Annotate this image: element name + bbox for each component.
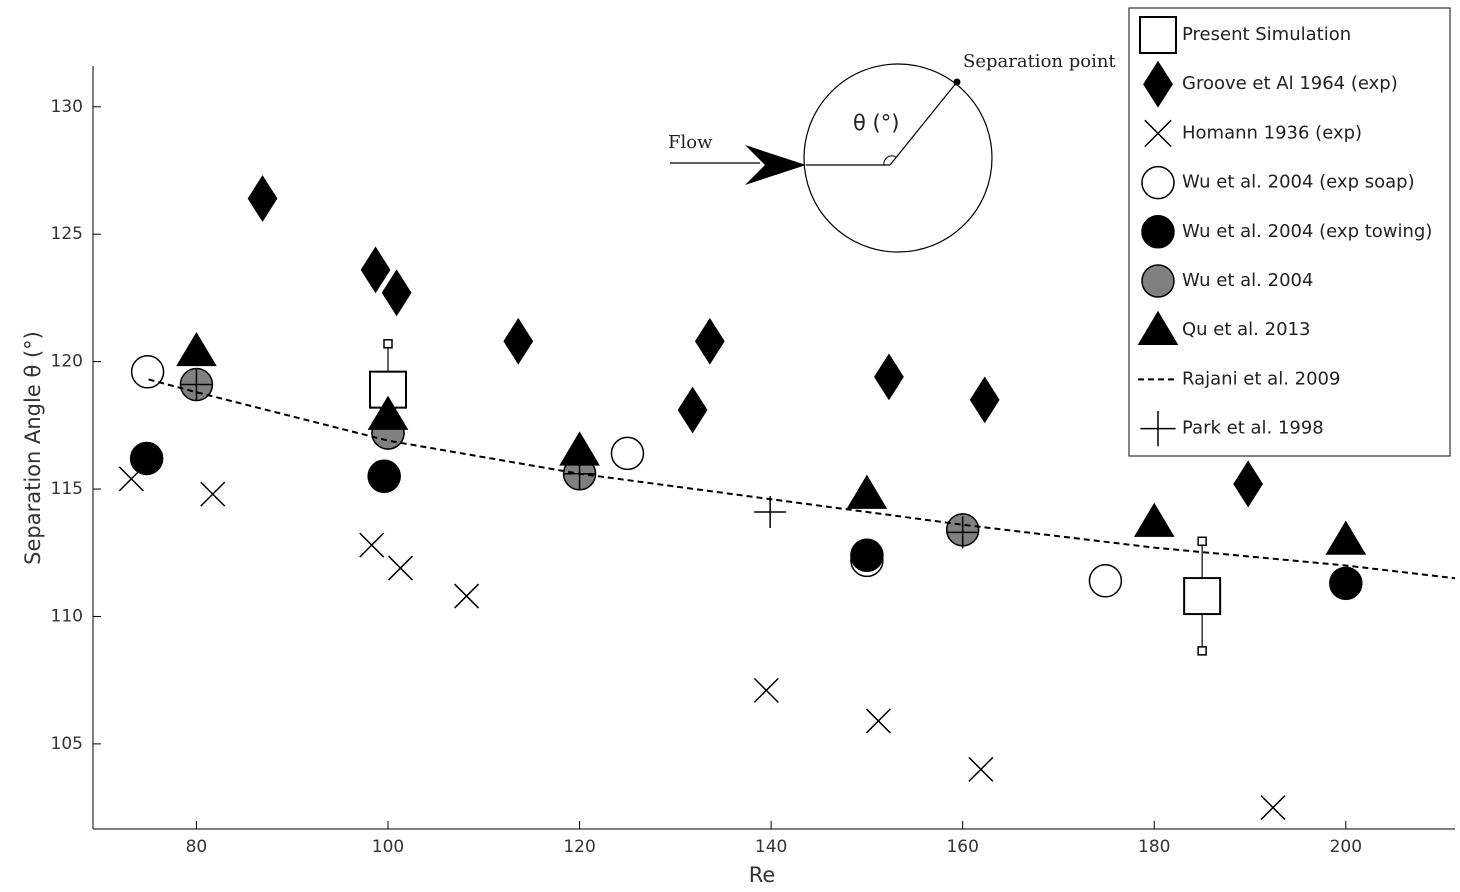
y-tick-label: 115: [51, 479, 83, 499]
marker-diamond: [247, 175, 278, 222]
marker-circle: [1088, 564, 1123, 598]
y-tick-label: 120: [51, 352, 83, 372]
marker-diamond: [1233, 460, 1263, 508]
marker-circle: [610, 436, 645, 471]
marker-diamond: [969, 376, 1000, 424]
marker-circle: [129, 441, 164, 476]
marker-square: [1183, 577, 1222, 616]
marker-x: [359, 532, 385, 558]
marker-plus: [563, 457, 596, 490]
marker-circle: [130, 355, 165, 389]
x-axis-label: Re: [749, 863, 776, 887]
legend-marker: [1141, 264, 1175, 298]
x-tick-label: 120: [563, 837, 595, 857]
marker-diamond: [677, 386, 708, 434]
legend-marker: [1144, 119, 1172, 148]
marker-triangle: [367, 395, 409, 430]
marker-plus: [946, 516, 979, 549]
marker-plus: [180, 368, 213, 401]
y-axis-label: Separation Angle θ (°): [21, 331, 45, 565]
error-cap: [1197, 536, 1207, 547]
legend-label: Present Simulation: [1182, 24, 1351, 45]
x-tick-label: 200: [1330, 837, 1362, 857]
annotation: Flow: [668, 132, 713, 153]
separation-dot: [953, 78, 961, 86]
marker-circle: [1329, 566, 1363, 601]
marker-x: [753, 677, 779, 703]
marker-triangle: [176, 331, 217, 367]
cylinder: [803, 63, 993, 253]
x-tick-label: 80: [186, 837, 208, 857]
marker-triangle: [1325, 520, 1367, 555]
marker-plus: [754, 495, 787, 528]
legend-label: Rajani et al. 2009: [1182, 368, 1340, 389]
marker-triangle: [1133, 502, 1175, 537]
marker-x: [454, 583, 480, 609]
x-tick-label: 180: [1138, 837, 1170, 857]
y-tick-label: 105: [51, 734, 83, 754]
legend-box: [1128, 7, 1451, 457]
radius: [889, 81, 958, 166]
marker-diamond: [874, 353, 904, 401]
marker-diamond: [381, 269, 412, 317]
y-tick-label: 130: [51, 97, 83, 117]
y-tick-label: 110: [51, 606, 83, 626]
annotation: θ (°): [853, 111, 899, 135]
marker-x: [1260, 795, 1286, 821]
x-tick-label: 160: [946, 837, 978, 857]
x-tick-label: 140: [755, 837, 787, 857]
legend: Present Simulation Groove et Al 1964 (exp…: [1128, 7, 1451, 457]
marker-circle: [850, 538, 884, 573]
y-tick-label: 125: [51, 224, 83, 244]
marker-x: [200, 481, 226, 507]
legend-marker: [1141, 165, 1175, 200]
marker-triangle: [846, 474, 888, 509]
marker-x: [865, 708, 891, 734]
arrow-head: [745, 145, 806, 185]
legend-label: Wu et al. 2004: [1182, 270, 1313, 291]
marker-x: [387, 555, 413, 581]
legend-label: Homann 1936 (exp): [1182, 122, 1362, 143]
marker-circle: [367, 459, 401, 494]
marker-diamond: [694, 317, 725, 365]
legend-label: Park et al. 1998: [1182, 418, 1324, 439]
legend-label: Wu et al. 2004 (exp towing): [1182, 221, 1432, 242]
error-cap: [1197, 646, 1207, 656]
x-tick-label: 100: [372, 837, 404, 857]
legend-label: Qu et al. 2013: [1182, 319, 1310, 340]
legend-marker: [1140, 411, 1176, 447]
annotation: Separation point: [963, 51, 1116, 72]
legend-label: Groove et Al 1964 (exp): [1182, 73, 1398, 94]
legend-marker: [1139, 16, 1177, 54]
legend-marker: [1141, 215, 1175, 249]
legend-marker: [1143, 60, 1173, 108]
marker-diamond: [360, 246, 391, 294]
inset-diagram: Flow θ (°) Separation point: [668, 51, 1116, 253]
marker-diamond: [503, 317, 534, 365]
error-cap: [383, 339, 393, 349]
marker-x: [968, 756, 994, 782]
legend-marker: [1137, 310, 1179, 345]
angle-arc: [883, 155, 897, 166]
legend-label: Wu et al. 2004 (exp soap): [1182, 172, 1415, 193]
dashed-line: [148, 378, 1456, 580]
